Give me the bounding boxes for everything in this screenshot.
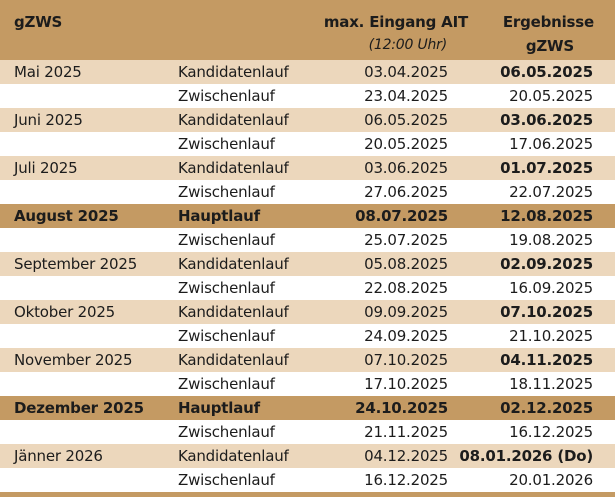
header-gzws: gZWS — [14, 13, 63, 31]
cell-run-type: Kandidatenlauf — [178, 159, 289, 177]
table-row: November 2025 Kandidatenlauf 07.10.2025 04.… — [0, 348, 615, 372]
cell-result: 16.09.2025 — [509, 279, 593, 297]
cell-deadline: 27.06.2025 — [364, 183, 448, 201]
table-row: Juni 2025 Kandidatenlauf 06.05.2025 03.06.2… — [0, 108, 615, 132]
cell-result: 17.06.2025 — [509, 135, 593, 153]
cell-result: 06.05.2025 — [500, 63, 593, 81]
cell-result: 21.10.2025 — [509, 327, 593, 345]
table-row-hauptlauf: August 2025 Hauptlauf 08.07.2025 12.08.2025 — [0, 204, 615, 228]
cell-deadline: 03.06.2025 — [364, 159, 448, 177]
cell-run-type: Zwischenlauf — [178, 135, 275, 153]
cell-result: 22.07.2025 — [509, 183, 593, 201]
cell-month: November 2025 — [14, 351, 133, 369]
header-deadline: max. Eingang AIT — [323, 13, 468, 31]
cell-month: Juli 2025 — [14, 159, 78, 177]
cell-run-type: Kandidatenlauf — [178, 63, 289, 81]
cell-result: 02.12.2025 — [500, 399, 593, 417]
table-header: gZWS max. Eingang AIT (12:00 Uhr) Ergebn… — [0, 0, 615, 60]
cell-deadline: 09.09.2025 — [364, 303, 448, 321]
cell-month: Mai 2025 — [14, 63, 82, 81]
cell-run-type: Hauptlauf — [178, 399, 260, 417]
cell-run-type: Zwischenlauf — [178, 375, 275, 393]
cell-result: 03.06.2025 — [500, 111, 593, 129]
cell-run-type: Zwischenlauf — [178, 423, 275, 441]
cell-result: 04.11.2025 — [500, 351, 593, 369]
cell-run-type: Kandidatenlauf — [178, 303, 289, 321]
cell-run-type: Zwischenlauf — [178, 471, 275, 489]
table-row: Zwischenlauf 20.05.2025 17.06.2025 — [0, 132, 615, 156]
cell-run-type: Zwischenlauf — [178, 87, 275, 105]
cell-deadline: 08.07.2025 — [355, 207, 448, 225]
cell-month: Juni 2025 — [14, 111, 83, 129]
cell-run-type: Zwischenlauf — [178, 327, 275, 345]
cell-deadline: 22.08.2025 — [364, 279, 448, 297]
cell-run-type: Kandidatenlauf — [178, 447, 289, 465]
cell-month: August 2025 — [14, 207, 119, 225]
table-row: Zwischenlauf 24.09.2025 21.10.2025 — [0, 324, 615, 348]
cell-result: 08.01.2026 (Do) — [459, 447, 593, 465]
table-row: Jänner 2026 Kandidatenlauf 04.12.2025 08.01… — [0, 444, 615, 468]
cell-deadline: 20.05.2025 — [364, 135, 448, 153]
cell-result: 20.01.2026 — [509, 471, 593, 489]
cell-run-type: Kandidatenlauf — [178, 111, 289, 129]
cell-month: Dezember 2025 — [14, 399, 144, 417]
header-deadline-time: (12:00 Uhr) — [368, 37, 448, 53]
cell-run-type: Zwischenlauf — [178, 183, 275, 201]
cell-deadline: 24.10.2025 — [355, 399, 448, 417]
cell-month: September 2025 — [14, 255, 138, 273]
table-row: Zwischenlauf 25.07.2025 19.08.2025 — [0, 228, 615, 252]
table-row: Oktober 2025 Kandidatenlauf 09.09.2025 07.1… — [0, 300, 615, 324]
cell-month: Oktober 2025 — [14, 303, 116, 321]
cell-run-type: Zwischenlauf — [178, 231, 275, 249]
table-row: Zwischenlauf 16.12.2025 20.01.2026 — [0, 468, 615, 492]
cell-run-type: Kandidatenlauf — [178, 255, 289, 273]
cell-deadline: 07.10.2025 — [364, 351, 448, 369]
table-row: Zwischenlauf 27.06.2025 22.07.2025 — [0, 180, 615, 204]
cell-deadline: 03.04.2025 — [364, 63, 448, 81]
cell-result: 12.08.2025 — [500, 207, 593, 225]
table-row-hauptlauf: Dezember 2025 Hauptlauf 24.10.2025 02.12.20… — [0, 396, 615, 420]
cell-deadline: 25.07.2025 — [364, 231, 448, 249]
cell-deadline: 16.12.2025 — [364, 471, 448, 489]
bottom-rule — [0, 492, 615, 497]
table-row: Zwischenlauf 17.10.2025 18.11.2025 — [0, 372, 615, 396]
cell-deadline: 06.05.2025 — [364, 111, 448, 129]
cell-deadline: 24.09.2025 — [364, 327, 448, 345]
header-results: Ergebnisse — [502, 13, 594, 31]
cell-deadline: 21.11.2025 — [364, 423, 448, 441]
cell-deadline: 23.04.2025 — [364, 87, 448, 105]
table-row: Mai 2025 Kandidatenlauf 03.04.2025 06.05.20… — [0, 60, 615, 84]
cell-run-type: Kandidatenlauf — [178, 351, 289, 369]
table-row: September 2025 Kandidatenlauf 05.08.2025 02… — [0, 252, 615, 276]
cell-result: 01.07.2025 — [500, 159, 593, 177]
table-row: Zwischenlauf 23.04.2025 20.05.2025 — [0, 84, 615, 108]
table-row: Juli 2025 Kandidatenlauf 03.06.2025 01.07.2… — [0, 156, 615, 180]
cell-run-type: Hauptlauf — [178, 207, 260, 225]
header-results-gzws: gZWS — [525, 37, 574, 55]
cell-month: Jänner 2026 — [14, 447, 103, 465]
cell-result: 02.09.2025 — [500, 255, 593, 273]
cell-result: 19.08.2025 — [509, 231, 593, 249]
table-row: Zwischenlauf 21.11.2025 16.12.2025 — [0, 420, 615, 444]
cell-run-type: Zwischenlauf — [178, 279, 275, 297]
cell-result: 07.10.2025 — [500, 303, 593, 321]
cell-deadline: 04.12.2025 — [364, 447, 448, 465]
cell-result: 16.12.2025 — [509, 423, 593, 441]
cell-result: 20.05.2025 — [509, 87, 593, 105]
cell-result: 18.11.2025 — [509, 375, 593, 393]
cell-deadline: 17.10.2025 — [364, 375, 448, 393]
cell-deadline: 05.08.2025 — [364, 255, 448, 273]
table-row: Zwischenlauf 22.08.2025 16.09.2025 — [0, 276, 615, 300]
